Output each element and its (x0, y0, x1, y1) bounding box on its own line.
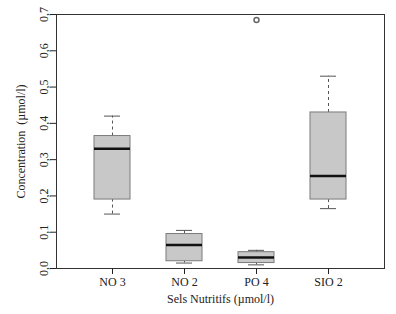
svg-text:0,6: 0,6 (37, 43, 51, 58)
svg-text:0,7: 0,7 (37, 7, 51, 22)
svg-text:Concentration (µmol/l): Concentration (µmol/l) (14, 84, 28, 198)
svg-text:NO 2: NO 2 (171, 275, 197, 289)
svg-text:0,2: 0,2 (37, 188, 51, 203)
svg-text:0,3: 0,3 (37, 152, 51, 167)
svg-text:Sels Nutritifs (µmol/l): Sels Nutritifs (µmol/l) (167, 292, 274, 306)
svg-text:0,1: 0,1 (37, 225, 51, 240)
svg-text:0,4: 0,4 (37, 116, 51, 131)
svg-text:NO 3: NO 3 (99, 275, 125, 289)
svg-text:0,5: 0,5 (37, 80, 51, 95)
svg-text:PO 4: PO 4 (244, 275, 268, 289)
svg-text:0,0: 0,0 (37, 261, 51, 276)
svg-text:SIO 2: SIO 2 (314, 275, 342, 289)
